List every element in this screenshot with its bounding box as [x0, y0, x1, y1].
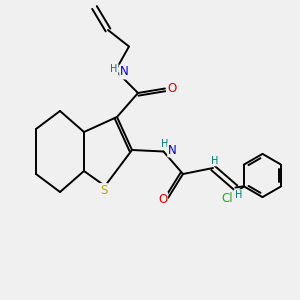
- Text: H: H: [110, 64, 118, 74]
- Text: H: H: [161, 139, 169, 149]
- Text: N: N: [120, 65, 129, 79]
- Text: Cl: Cl: [221, 192, 233, 205]
- Text: O: O: [158, 193, 167, 206]
- Text: S: S: [100, 184, 107, 197]
- Text: H: H: [211, 155, 218, 166]
- Text: O: O: [167, 82, 176, 95]
- Text: N: N: [168, 143, 177, 157]
- Text: H: H: [235, 190, 242, 200]
